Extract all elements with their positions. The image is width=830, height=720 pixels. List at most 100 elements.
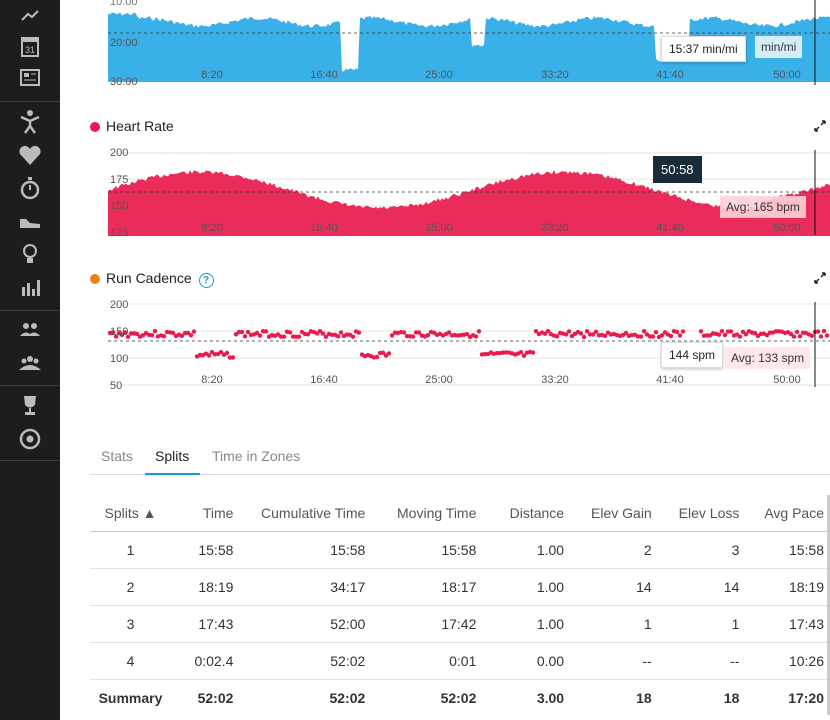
cadence-point bbox=[530, 350, 536, 355]
cadence-point bbox=[542, 331, 548, 336]
cadence-point bbox=[473, 334, 479, 339]
column-header-elev-loss[interactable]: Elev Loss bbox=[657, 495, 746, 532]
info-icon[interactable]: ? bbox=[198, 273, 214, 288]
x-tick-label: 50:00 bbox=[773, 69, 801, 81]
cadence-point bbox=[821, 328, 827, 334]
tab-splits[interactable]: Splits bbox=[155, 448, 190, 464]
run-cadence-chart[interactable]: Run Cadence ? 200 150 100 50 8:20 16:40 … bbox=[60, 262, 830, 402]
cadence-point bbox=[788, 331, 794, 337]
table-header-row: Splits ▲ Time Cumulative Time Moving Tim… bbox=[90, 495, 830, 532]
calendar-icon[interactable]: 31 bbox=[14, 33, 46, 61]
x-tick-label: 8:20 bbox=[201, 374, 222, 386]
table-row[interactable]: 4 0:02.4 52:02 0:01 0.00 -- -- 10:26 bbox=[90, 642, 830, 680]
person-activity-icon[interactable] bbox=[14, 108, 46, 136]
tab-time-in-zones[interactable]: Time in Zones bbox=[212, 448, 301, 464]
run-cadence-title-text: Run Cadence bbox=[106, 270, 192, 286]
heart-rate-tooltip: 50:58 bbox=[653, 156, 702, 183]
column-header-cumulative-time[interactable]: Cumulative Time bbox=[239, 495, 372, 532]
sidebar-divider bbox=[0, 460, 60, 461]
split-cumulative-time: 34:17 bbox=[239, 568, 372, 606]
cadence-point bbox=[815, 329, 821, 334]
bar-chart-icon[interactable] bbox=[14, 273, 46, 301]
heart-rate-chart[interactable]: Heart Rate 200 175 150 125 8:20 16:40 25… bbox=[60, 110, 830, 250]
cadence-point bbox=[545, 328, 551, 334]
cadence-point bbox=[188, 333, 194, 338]
y-tick-label: 200 bbox=[110, 299, 128, 311]
table-scrollbar[interactable] bbox=[827, 495, 830, 715]
column-header-time[interactable]: Time bbox=[170, 495, 240, 532]
table-row[interactable]: 2 18:19 34:17 18:17 1.00 14 14 18:19 bbox=[90, 568, 830, 606]
summary-elev-gain: 18 bbox=[636, 690, 652, 706]
split-distance: 1.00 bbox=[482, 531, 571, 569]
cadence-point bbox=[464, 332, 470, 337]
summary-label: Summary bbox=[98, 690, 163, 706]
stopwatch-icon[interactable] bbox=[14, 174, 46, 202]
tab-stats[interactable]: Stats bbox=[101, 448, 133, 464]
lightbulb-icon[interactable] bbox=[14, 240, 46, 268]
heart-rate-title: Heart Rate bbox=[90, 118, 174, 134]
x-tick-label: 25:00 bbox=[425, 374, 453, 386]
column-header-avg-pace[interactable]: Avg Pace bbox=[745, 495, 830, 532]
table-row[interactable]: 1 15:58 15:58 15:58 1.00 2 3 15:58 bbox=[90, 531, 830, 569]
cadence-point bbox=[206, 353, 212, 358]
active-tab-indicator bbox=[145, 473, 200, 475]
summary-distance: 3.00 bbox=[536, 690, 565, 706]
expand-icon[interactable] bbox=[814, 120, 826, 132]
summary-time: 52:02 bbox=[197, 690, 234, 706]
trophy-icon[interactable] bbox=[14, 392, 46, 420]
column-header-splits[interactable]: Splits ▲ bbox=[90, 495, 171, 532]
cadence-point bbox=[581, 334, 587, 340]
cadence-point bbox=[554, 334, 560, 339]
summary-elev-loss: 18 bbox=[723, 690, 740, 706]
shoe-icon[interactable] bbox=[14, 207, 46, 235]
cadence-point bbox=[719, 329, 725, 334]
connections-icon[interactable] bbox=[14, 316, 46, 344]
split-elev-loss: 14 bbox=[657, 568, 746, 606]
split-cumulative-time: 15:58 bbox=[239, 531, 372, 569]
cadence-point bbox=[410, 334, 416, 339]
cadence-point bbox=[566, 329, 572, 334]
cadence-point bbox=[743, 332, 749, 337]
expand-icon[interactable] bbox=[814, 272, 826, 284]
cadence-point bbox=[257, 333, 263, 338]
groups-icon[interactable] bbox=[14, 350, 46, 378]
cadence-point bbox=[737, 334, 743, 339]
cadence-point bbox=[650, 334, 656, 339]
cadence-point bbox=[716, 332, 722, 337]
activity-line-icon[interactable] bbox=[14, 2, 46, 30]
run-cadence-legend-dot bbox=[90, 274, 100, 284]
cadence-point bbox=[191, 329, 197, 334]
x-tick-label: 16:40 bbox=[310, 374, 338, 386]
cadence-point bbox=[638, 334, 644, 339]
split-time: 17:43 bbox=[170, 605, 240, 643]
column-header-elev-gain[interactable]: Elev Gain bbox=[570, 495, 658, 532]
heart-icon[interactable] bbox=[14, 141, 46, 169]
target-icon[interactable] bbox=[14, 425, 46, 453]
cadence-point bbox=[170, 330, 176, 336]
x-tick-label: 50:00 bbox=[773, 374, 801, 386]
tab-bar: Stats Splits Time in Zones bbox=[90, 440, 830, 475]
cadence-point bbox=[389, 333, 395, 338]
x-tick-label: 8:20 bbox=[201, 222, 222, 234]
table-row[interactable]: 3 17:43 52:00 17:42 1.00 1 1 17:43 bbox=[90, 605, 830, 643]
cadence-point bbox=[668, 333, 674, 339]
heart-rate-title-text: Heart Rate bbox=[106, 118, 174, 134]
cadence-point bbox=[593, 329, 599, 334]
cadence-point bbox=[662, 330, 668, 335]
pace-chart[interactable]: 10:00 20:00 30:00 8:20 16:40 25:00 33:20… bbox=[60, 0, 830, 100]
column-header-distance[interactable]: Distance bbox=[482, 495, 571, 532]
cadence-point bbox=[119, 332, 125, 338]
newsfeed-icon[interactable] bbox=[14, 64, 46, 92]
column-header-moving-time[interactable]: Moving Time bbox=[371, 495, 483, 532]
cadence-point bbox=[740, 329, 746, 334]
cadence-point bbox=[134, 331, 140, 337]
cadence-point bbox=[401, 330, 407, 335]
cadence-point bbox=[797, 334, 803, 339]
cadence-point bbox=[824, 333, 830, 338]
split-cumulative-time: 52:02 bbox=[239, 642, 372, 680]
run-cadence-title: Run Cadence ? bbox=[90, 270, 214, 288]
cadence-point bbox=[179, 333, 185, 338]
heart-rate-svg: 200 175 150 125 8:20 16:40 25:00 33:20 4… bbox=[108, 147, 830, 239]
y-tick-label: 10:00 bbox=[110, 0, 138, 8]
cadence-point bbox=[425, 333, 431, 338]
